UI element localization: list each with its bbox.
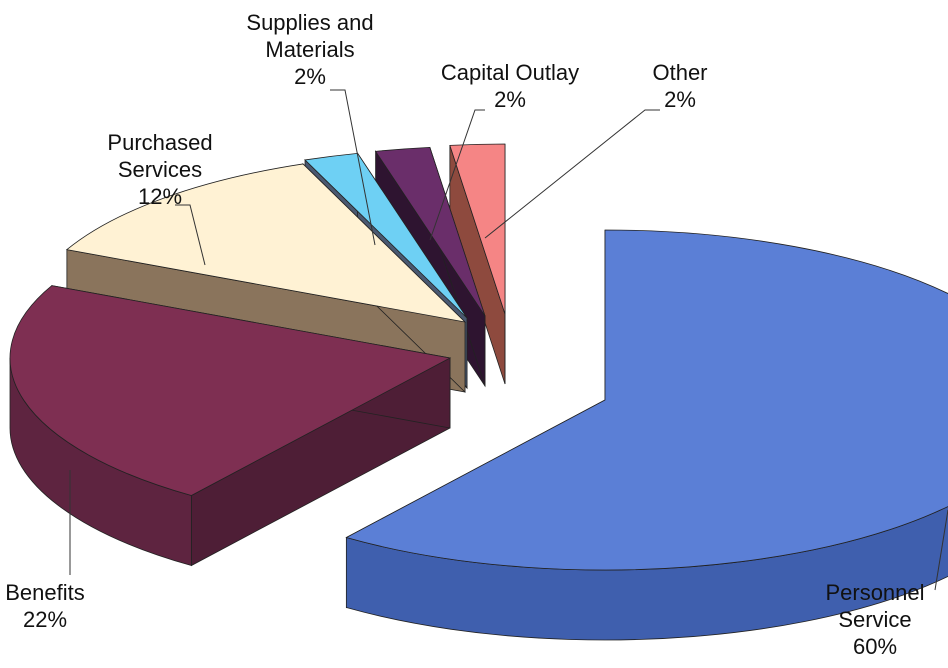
slice-labels: Personnel Service 60%Benefits 22%Purchased S… <box>5 10 924 659</box>
slice-label: Personnel Service 60% <box>825 580 924 659</box>
slice-top-face <box>345 229 948 571</box>
slice-percent: 12% <box>138 184 182 209</box>
pie-slice <box>345 229 948 641</box>
slice-percent: 2% <box>664 87 696 112</box>
label-leader-lines <box>69 89 948 591</box>
slice-name-line: Purchased <box>107 130 212 155</box>
slice-top-face <box>449 143 506 315</box>
pie-slices <box>9 143 948 641</box>
leader-line <box>330 89 376 246</box>
slice-label: Benefits 22% <box>5 580 85 632</box>
slice-name-line: Service <box>838 607 911 632</box>
slice-percent: 2% <box>294 64 326 89</box>
pie-slice <box>449 143 506 385</box>
slice-name-line: Other <box>652 60 707 85</box>
leader-line <box>484 109 660 239</box>
slice-label: Supplies and Materials 2% <box>246 10 373 89</box>
slice-name-line: Services <box>118 157 202 182</box>
slice-percent: 60% <box>853 634 897 659</box>
slice-name-line: Personnel <box>825 580 924 605</box>
slice-top-face <box>9 285 452 496</box>
slice-percent: 22% <box>23 607 67 632</box>
slice-top-face <box>374 146 486 317</box>
leader-line <box>429 109 485 241</box>
leader-line <box>934 509 948 591</box>
slice-name-line: Benefits <box>5 580 85 605</box>
slice-label: Other 2% <box>652 60 707 112</box>
leader-line <box>175 204 206 266</box>
slice-percent: 2% <box>494 87 526 112</box>
slice-label: Capital Outlay 2% <box>441 60 579 112</box>
slice-name-line: Supplies and <box>246 10 373 35</box>
slice-name-line: Capital Outlay <box>441 60 579 85</box>
pie-slice <box>9 285 452 567</box>
slice-label: Purchased Services 12% <box>107 130 212 209</box>
slice-name-line: Materials <box>265 37 354 62</box>
slice-top-face <box>65 163 467 323</box>
